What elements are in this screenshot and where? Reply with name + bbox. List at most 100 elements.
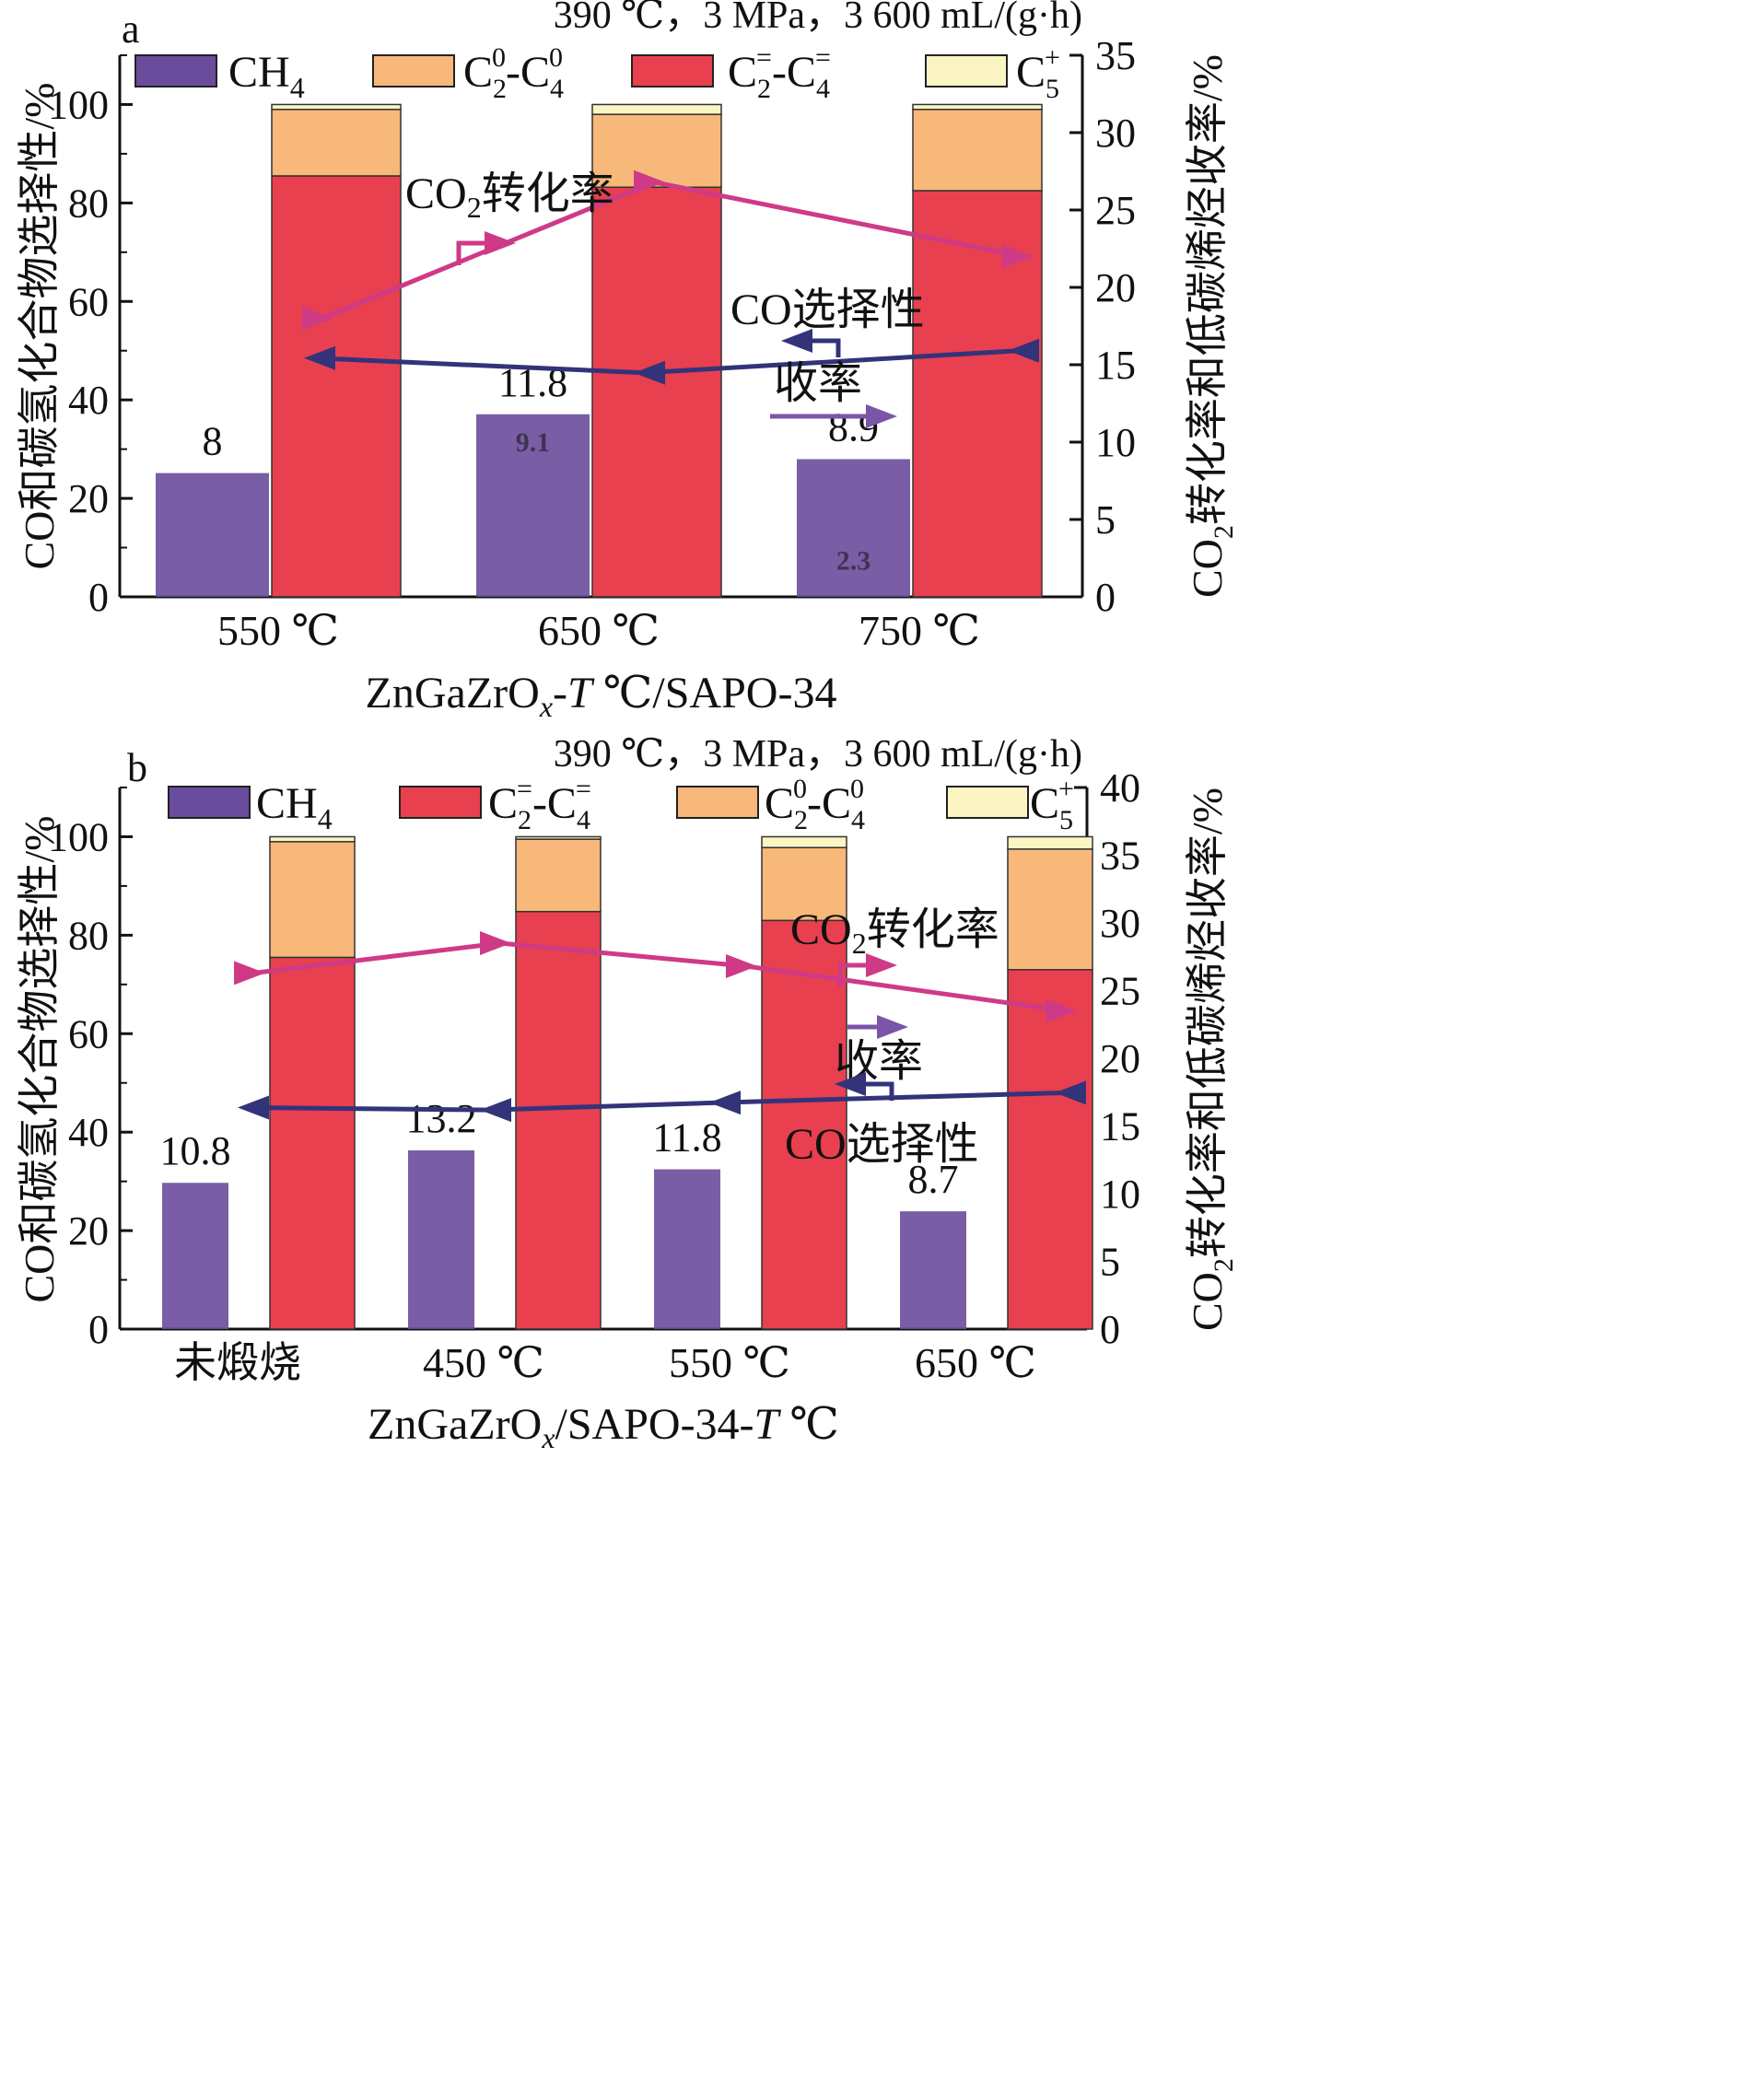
bar-olefin: [269, 956, 356, 1330]
y-tick-label-left: 20: [68, 1208, 109, 1254]
legend-swatch-ch4: [134, 54, 217, 88]
legend-label-paraffin: C20-C40: [463, 42, 564, 104]
label-yield: 收率: [835, 1037, 923, 1086]
bar-olefin: [761, 919, 847, 1330]
x-tick-label: 750 ℃: [859, 607, 980, 654]
bar-olefin: [912, 190, 1043, 598]
bar-ch4: [408, 1149, 474, 1329]
x-tick-label: 550 ℃: [669, 1339, 790, 1386]
legend-swatch-c5: [925, 54, 1008, 88]
x-tick-label: 650 ℃: [915, 1339, 1036, 1386]
y-axis-title-left: CO和碳氢化合物选择性/%: [16, 83, 63, 570]
x-axis-title: ZnGaZrOx-T ℃/SAPO-34: [366, 669, 837, 723]
legend-swatch-paraffin: [676, 786, 759, 819]
indicator-co2-arrowhead: [485, 231, 516, 255]
legend-label-olefin: C2=-C4=: [728, 42, 831, 104]
y-tick-label-right: 20: [1095, 265, 1136, 310]
marker-co2-conversion: [634, 169, 665, 194]
bar-paraffin: [515, 838, 602, 913]
bar-olefin: [515, 910, 602, 1330]
y-axis-title-left: CO和碳氢化合物选择性/%: [16, 816, 63, 1303]
bar-olefin: [271, 175, 402, 598]
indicator-yield-arrowhead: [877, 1015, 908, 1039]
y-tick-label-left: 80: [68, 181, 109, 226]
bar-c5: [271, 103, 402, 111]
bar-c5: [269, 835, 356, 843]
marker-co-selectivity: [304, 345, 335, 370]
y-tick-label-right: 15: [1100, 1104, 1140, 1149]
marker-co2-conversion: [302, 306, 333, 331]
bar-faint-label: 2.3: [836, 545, 871, 576]
marker-co2-conversion: [480, 931, 511, 956]
panel-label: a: [122, 6, 140, 52]
indicator-co2-arrowhead: [866, 953, 897, 977]
bar-ch4: [156, 472, 269, 597]
y-tick-label-left: 100: [48, 814, 109, 859]
legend-swatch-paraffin: [372, 54, 455, 88]
y-tick-label-right: 0: [1095, 575, 1116, 620]
legend-label-ch4: CH4: [256, 779, 333, 835]
y-tick-label-right: 40: [1100, 765, 1140, 811]
bar-olefin: [591, 186, 722, 598]
bar-value-label: 8: [203, 419, 223, 464]
bar-paraffin: [761, 846, 847, 922]
y-tick-label-left: 0: [88, 1307, 109, 1352]
y-tick-label-left: 40: [68, 1110, 109, 1155]
y-tick-label-right: 20: [1100, 1036, 1140, 1081]
marker-co2-conversion: [726, 954, 757, 979]
y-tick-label-right: 15: [1095, 343, 1136, 388]
bar-value-label: 13.2: [406, 1096, 477, 1141]
indicator-co2-right-axis: [837, 962, 877, 987]
x-axis-title: ZnGaZrOx/SAPO-34-T ℃: [368, 1400, 839, 1454]
y-tick-label-right: 5: [1095, 497, 1116, 542]
marker-co-selectivity: [1008, 338, 1039, 363]
y-tick-label-right: 35: [1095, 33, 1136, 78]
legend-label-c5: C5+: [1030, 774, 1074, 835]
bar-ch4: [654, 1169, 720, 1329]
bar-paraffin: [912, 109, 1043, 192]
bar-paraffin: [591, 113, 722, 189]
marker-co-selectivity: [480, 1098, 511, 1123]
label-yield: 收率: [774, 359, 862, 408]
bar-c5: [515, 835, 602, 840]
x-tick-label: 650 ℃: [538, 607, 660, 654]
bar-paraffin: [271, 109, 402, 177]
bar-c5: [1007, 835, 1093, 850]
legend-label-ch4: CH4: [228, 48, 305, 104]
indicator-yield-arrowhead: [866, 404, 897, 428]
y-tick-label-left: 60: [68, 279, 109, 324]
marker-co-selectivity: [709, 1091, 741, 1115]
marker-co2-conversion: [1002, 244, 1034, 269]
conditions-title: 390 ℃，3 MPa，3 600 mL/(g·h): [554, 733, 1082, 776]
bar-c5: [912, 103, 1043, 111]
bar-c5: [591, 103, 722, 115]
y-tick-label-right: 10: [1095, 420, 1136, 465]
legend-label-c5: C5+: [1016, 42, 1060, 104]
y-tick-label-right: 25: [1095, 188, 1136, 233]
y-tick-label-left: 80: [68, 913, 109, 958]
indicator-co2-right-axis: [456, 240, 496, 265]
chart-panel-a: a 390 ℃，3 MPa，3 600 mL/(g·h) 0 20 40 60 80 100 0…: [16, 0, 1239, 723]
y-tick-label-left: 0: [88, 575, 109, 620]
y-tick-label-right: 5: [1100, 1240, 1120, 1285]
bar-ch4: [162, 1183, 228, 1329]
y-axis-title-right: CO2转化率和低碳烯烃收率/%: [1184, 54, 1239, 598]
marker-co2-conversion: [1046, 998, 1077, 1023]
y-tick-label-right: 25: [1100, 969, 1140, 1014]
bar-value-label: 10.8: [160, 1128, 231, 1173]
y-tick-label-right: 35: [1100, 834, 1140, 879]
legend-swatch-olefin: [631, 54, 714, 88]
line-co-selectivity: [248, 1090, 1067, 1113]
x-tick-label: 450 ℃: [423, 1339, 544, 1386]
bar-ch4: [476, 414, 590, 597]
y-tick-label-left: 100: [48, 82, 109, 127]
bar-ch4: [797, 459, 910, 597]
y-tick-label-right: 30: [1100, 901, 1140, 946]
x-tick-label: 未煅烧: [174, 1339, 301, 1386]
bar-paraffin: [269, 841, 356, 959]
marker-co-selectivity: [238, 1095, 269, 1120]
legend-swatch-olefin: [399, 786, 482, 819]
x-tick-label: 550 ℃: [217, 607, 339, 654]
bar-ch4: [900, 1211, 966, 1329]
